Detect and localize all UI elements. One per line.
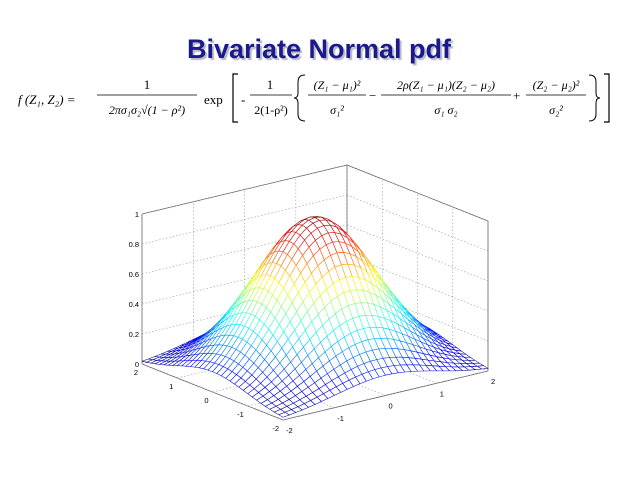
z-gridline-right-wall [346,164,489,222]
term1-denominator: σ₁² [330,103,344,117]
z-tick-label: 0.4 [129,300,139,309]
right-axis-tick-label: 2 [491,377,495,386]
term2-numerator: 2ρ(Z₁ − μ₁)(Z₂ − μ₂) [397,78,495,92]
operator-plus: + [513,88,520,103]
left-axis-tick-label: 1 [169,382,173,391]
left-axis-tick-label: 0 [204,396,208,405]
y-gridline-floor [141,363,284,421]
left-curly-brace [293,74,306,122]
slide-title: Bivariate Normal pdf [186,34,452,64]
z-gridline-right-wall [346,194,489,252]
pdf-formula: f (Z₁, Z₂) = 1 2πσ₁σ₂√(1 − ρ²) exp - 1 2… [18,73,610,123]
term3-denominator: σ₂² [549,103,563,117]
coef-denominator: 2πσ₁σ₂√(1 − ρ²) [109,103,185,117]
surface-mesh-cell [278,412,290,418]
term3-numerator: (Z₂ − μ₂)² [533,78,580,92]
axis-ticks: 0 0.2 0.4 0.6 0.8 1 2 1 0 -1 -2 -2 -1 0 1 2 [129,210,496,435]
right-axis-tick-label: 0 [389,402,393,411]
left-square-bracket [232,73,238,123]
left-axis-tick-label: 2 [134,368,138,377]
z-gridline-right-wall [346,224,489,282]
right-axis-tick-label: -2 [286,426,293,435]
exp-frac-numerator: 1 [267,77,274,92]
z-tick-label: 0.6 [129,270,139,279]
left-axis-tick-label: -2 [272,424,279,433]
z-gridline-left-wall [141,164,348,215]
exp-frac-denominator: 2(1-ρ²) [254,103,288,117]
right-axis-tick-label: -1 [337,414,344,423]
z-tick-label: 1 [135,210,139,219]
right-square-bracket [604,73,610,123]
z-tick-label: 0.8 [129,240,139,249]
right-curly-brace [588,74,601,122]
term2-denominator: σ₁ σ₂ [434,103,457,117]
right-axis-tick-label: 1 [440,389,444,398]
coef-numerator: 1 [144,77,151,92]
formula-lhs: f (Z₁, Z₂) = [18,92,76,107]
surface-mesh [141,216,489,418]
z-tick-label: 0 [135,360,139,369]
exp-label: exp [204,92,223,107]
minus-sign: - [241,92,245,107]
z-tick-label: 0.2 [129,330,139,339]
operator-minus: − [369,88,376,103]
term1-numerator: (Z₁ − μ₁)² [314,78,361,92]
left-axis-tick-label: -1 [237,410,244,419]
